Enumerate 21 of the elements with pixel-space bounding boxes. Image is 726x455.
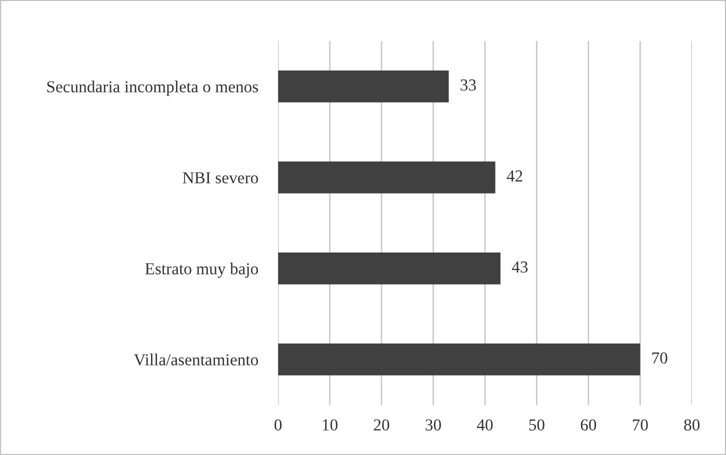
bar	[278, 70, 449, 102]
y-tick-label: NBI severo	[182, 172, 258, 184]
y-tick-label: Secundaria incompleta o menos	[47, 80, 258, 96]
x-tick-label: 80	[684, 419, 700, 431]
bar	[278, 344, 640, 376]
data-label: 43	[512, 261, 528, 273]
x-tick-label: 40	[476, 419, 493, 431]
y-tick-label: Estrato muy bajo	[145, 262, 258, 278]
data-label: 42	[506, 170, 522, 182]
x-tick-label: 50	[529, 419, 544, 431]
x-tick-label: 60	[580, 419, 596, 431]
bar	[278, 162, 496, 194]
data-label: 70	[652, 352, 668, 364]
y-tick-label: Villa/asentamiento	[134, 354, 258, 366]
bar	[278, 252, 500, 284]
x-tick-label: 70	[632, 419, 648, 431]
x-tick-label: 10	[322, 419, 338, 431]
x-tick-label: 20	[374, 419, 390, 431]
x-tick-label: 30	[426, 419, 441, 431]
x-tick-label: 0	[274, 419, 282, 431]
data-label: 33	[460, 79, 476, 91]
